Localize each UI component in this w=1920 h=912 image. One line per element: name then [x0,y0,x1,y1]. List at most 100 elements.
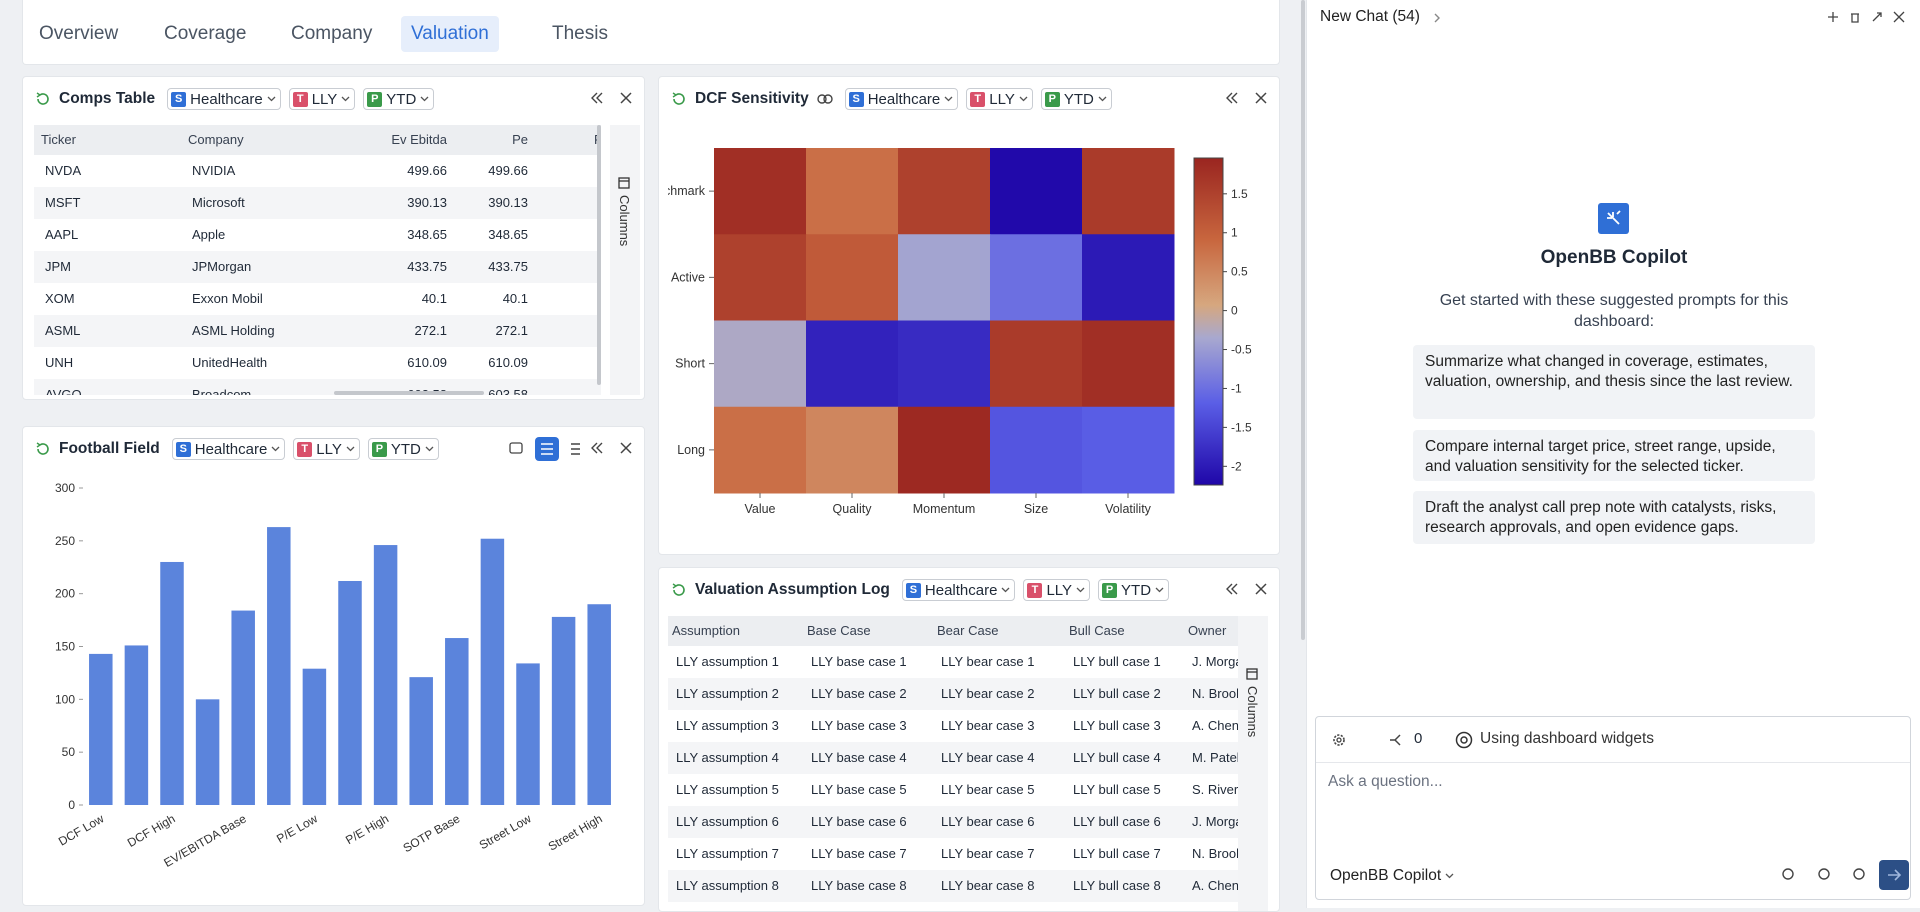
table: Assumption Base Case Bear Case Bull Case Own… [668,616,1238,911]
colorbar-label: -0.5 [1231,343,1252,357]
panel-action-icon[interactable] [1827,11,1839,23]
refresh-icon [36,92,49,105]
panel-action-icon[interactable] [1849,11,1861,23]
table-cell: Apple [192,227,226,242]
tab-active[interactable]: Valuation [401,16,499,52]
caret [425,446,434,452]
table-row [34,347,601,379]
settings-icon[interactable] [1332,733,1346,747]
bar [587,604,611,805]
column-header: Assumption [672,623,740,638]
table-row [668,806,1238,838]
tab[interactable]: Coverage [164,23,247,44]
close-icon[interactable] [620,92,632,104]
prompt-text: Summarize what changed in coverage, esti… [1425,353,1793,390]
attach-icon[interactable] [1816,867,1832,883]
filter-label: Healthcare [924,581,998,599]
table-cell: LLY bear case 6 [941,814,1035,829]
mention-icon[interactable] [1455,731,1473,749]
bar [516,663,540,805]
agent-icon[interactable] [1851,867,1867,883]
collapse-icon[interactable] [590,91,604,105]
panel-action-icon[interactable] [1871,11,1883,23]
collapse-icon[interactable] [590,441,604,455]
tab[interactable]: Overview [39,23,119,44]
list-icon[interactable] [566,441,582,457]
x-tick-label: P/E High [343,811,391,847]
row-label: Benchmark [659,184,706,198]
chat-input-box: 0 Using dashboard widgets Ask a question..… [1315,716,1911,900]
filter-chip[interactable]: T LLY [966,88,1033,110]
y-tick-label: 0 [68,798,75,812]
table-cell: 272.1 [414,323,447,338]
filter-chip[interactable]: S Healthcare [901,579,1016,601]
x-tick-label: P/E Low [274,811,320,846]
bar [267,527,291,805]
col-label: Value [744,502,775,516]
send-button[interactable] [1879,860,1909,890]
suggested-prompt[interactable]: Summarize what changed in coverage, esti… [1413,345,1815,419]
filter-chip[interactable]: T LLY [288,88,356,110]
table-cell: N. Brooks [1192,846,1238,861]
caret-path [1076,587,1085,593]
filter-chip[interactable]: T LLY [293,438,360,460]
chat-placeholder[interactable]: Ask a question... [1328,773,1443,790]
panel-action-icon[interactable] [1893,11,1905,23]
close-icon[interactable] [1255,583,1267,595]
toggle-icon[interactable] [535,437,559,461]
filter-chip[interactable]: T LLY [1023,579,1091,601]
context-icon[interactable] [1388,733,1402,747]
table-cell: XOM [45,291,75,306]
model-selector[interactable]: OpenBB Copilot [1330,867,1454,885]
table-cell: 499.66 [407,163,447,178]
tab[interactable]: Company [291,23,373,44]
table-cell: 433.75 [407,259,447,274]
prompt-text: Draft the analyst call prep note with ca… [1425,499,1777,536]
column-header: Bull Case [1069,623,1125,638]
table-cell: J. Morgan [1192,654,1238,669]
filter-chip[interactable]: S Healthcare [844,88,959,110]
filter-badge: S [848,91,864,107]
heat-cell [990,234,1083,321]
attach-icon-shape [1818,868,1830,880]
table-row [668,678,1238,710]
filter-label: YTD [386,90,417,108]
collapse-icon[interactable] [1225,582,1239,596]
table-cell: S. Rivera [1192,782,1238,797]
table-row [34,251,601,283]
football-field-widget: Football Field S Healthcare T LLY P YTD 0 50 100 1… [22,426,645,906]
filter-chip[interactable]: P YTD [367,438,439,460]
table-cell: 40.1 [502,291,528,306]
collapse-icon[interactable] [1225,91,1239,105]
filter-label: LLY [1046,581,1073,599]
table-row [668,742,1238,774]
chat-title[interactable]: New Chat (54) [1320,8,1420,25]
table-row [668,870,1238,902]
filter-chip[interactable]: P YTD [363,88,435,110]
suggested-prompt[interactable]: Draft the analyst call prep note with ca… [1413,491,1815,544]
colorbar-label: -2 [1231,459,1242,473]
copilot-heading: OpenBB Copilot [1540,247,1688,268]
close-path [620,442,632,454]
filter-chip[interactable]: P YTD [1040,88,1112,110]
filter-badge: P [371,441,387,457]
columns-label[interactable]: Columns [617,195,632,247]
close-icon[interactable] [1255,92,1267,104]
caret-path [341,96,350,102]
table-cell: LLY assumption 3 [676,718,779,733]
filter-chip[interactable]: S Healthcare [167,88,281,110]
idea-icon[interactable] [1780,867,1796,883]
chat-icon[interactable] [508,441,524,457]
columns-label[interactable]: Columns [1245,686,1260,738]
tab[interactable]: Thesis [552,23,608,44]
filter-chip[interactable]: S Healthcare [171,438,286,460]
context-label: Using dashboard widgets [1480,730,1655,747]
table-cell: LLY bull case 8 [1073,878,1161,893]
close-icon[interactable] [620,442,632,454]
table-cell: LLY base case 2 [811,686,907,701]
col-label: Size [1024,502,1048,516]
filter-chip[interactable]: P YTD [1098,579,1170,601]
table-cell: 348.65 [407,227,447,242]
widget-header: Comps Table S Healthcare T LLY P YTD [23,77,644,121]
suggested-prompt[interactable]: Compare internal target price, street ra… [1413,430,1815,481]
